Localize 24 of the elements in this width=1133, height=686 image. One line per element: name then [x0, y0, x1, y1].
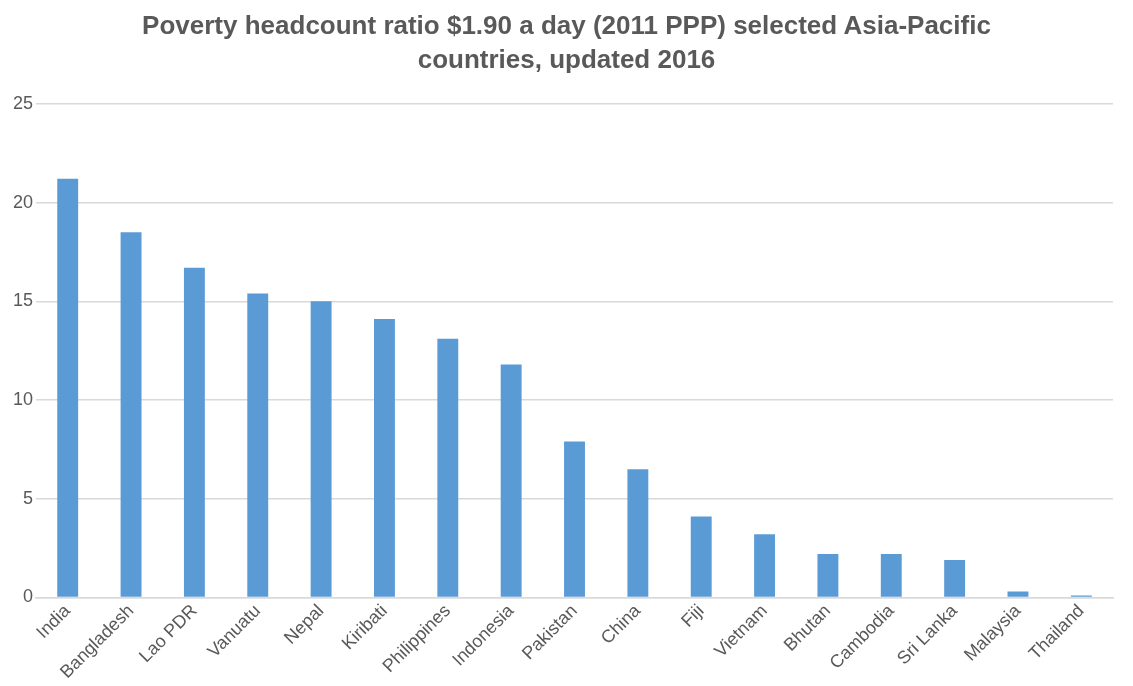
bar	[57, 178, 79, 597]
chart-title: Poverty headcount ratio $1.90 a day (2011 PPP) selected Asia-Pacific countries, updated 2016	[141, 9, 992, 76]
x-tick-label: Fiji	[677, 600, 708, 631]
bar	[817, 554, 839, 597]
y-tick-label: 20	[12, 191, 34, 212]
y-tick-label: 15	[12, 290, 34, 311]
bar	[183, 267, 205, 597]
bar	[500, 364, 522, 597]
y-tick-label: 0	[23, 586, 34, 607]
bar	[1007, 591, 1029, 597]
y-tick-label: 5	[23, 487, 34, 508]
bar	[247, 293, 269, 597]
bar	[627, 469, 649, 597]
bar	[690, 516, 712, 597]
bar	[564, 441, 585, 597]
bar	[437, 338, 459, 597]
bar	[880, 554, 902, 597]
y-tick-label: 10	[12, 388, 34, 409]
bar	[310, 301, 332, 597]
bar	[120, 232, 142, 597]
bar	[754, 534, 776, 597]
bar	[374, 319, 395, 597]
y-tick-label: 25	[12, 92, 34, 113]
bar	[944, 559, 966, 597]
